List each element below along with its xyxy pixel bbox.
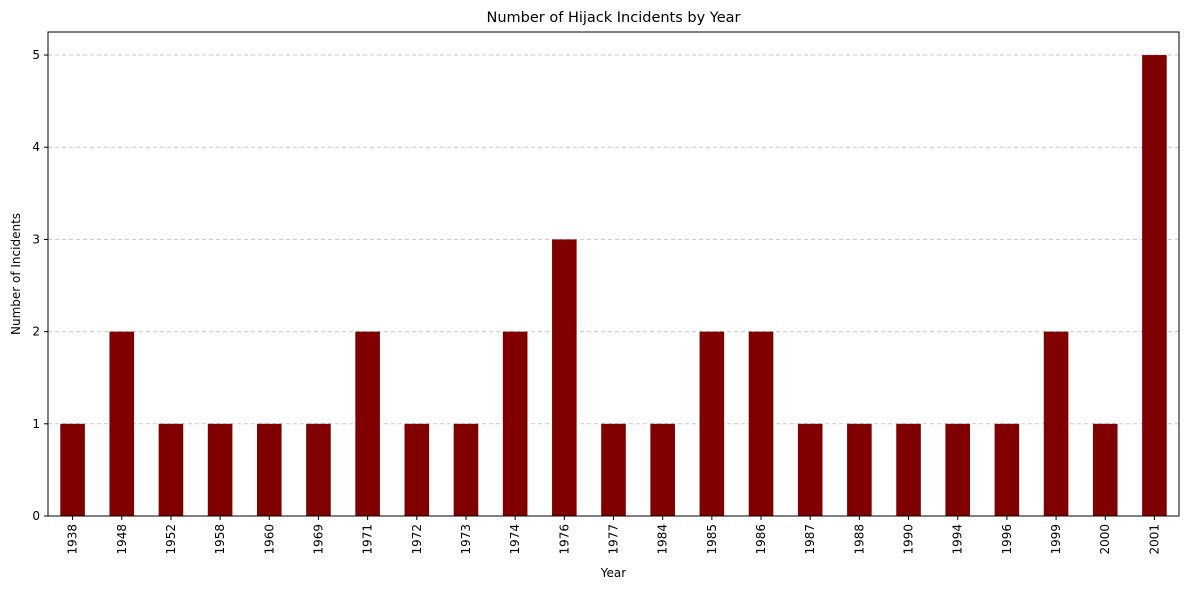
x-tick-label: 1994 — [951, 524, 965, 555]
bar-1999 — [1043, 331, 1069, 516]
y-axis-label: Number of Incidents — [9, 213, 23, 335]
x-tick-label: 1948 — [115, 524, 129, 555]
x-tick-label: 2000 — [1098, 524, 1112, 555]
bars — [60, 55, 1167, 517]
bar-2001 — [1142, 55, 1167, 517]
x-tick-label: 1984 — [656, 524, 670, 555]
x-tick-label: 1971 — [361, 524, 375, 555]
x-tick-label: 1990 — [902, 524, 916, 555]
x-tick-label: 1999 — [1049, 524, 1063, 555]
bar-1976 — [552, 239, 577, 516]
bar-2000 — [1092, 423, 1118, 516]
x-tick-label: 1987 — [803, 524, 817, 555]
bar-1972 — [404, 423, 430, 516]
x-tick-label: 1972 — [410, 524, 424, 555]
bar-1985 — [699, 331, 725, 516]
y-tick-label: 4 — [32, 140, 40, 154]
x-tick-label: 1952 — [164, 524, 178, 555]
bar-1974 — [502, 331, 528, 516]
bar-1958 — [207, 423, 233, 516]
bar-1952 — [158, 423, 184, 516]
x-axis-label: Year — [600, 566, 626, 580]
x-tick-label: 2001 — [1147, 524, 1161, 555]
bar-1973 — [453, 423, 479, 516]
bar-1971 — [355, 331, 380, 516]
bar-1990 — [896, 423, 921, 516]
bar-1986 — [748, 331, 774, 516]
x-tick-label: 1973 — [459, 524, 473, 555]
x-tick-label: 1996 — [1000, 524, 1014, 555]
bar-1987 — [797, 423, 823, 516]
y-tick-label: 0 — [32, 509, 40, 523]
chart-title: Number of Hijack Incidents by Year — [487, 10, 741, 26]
x-tick-label: 1976 — [557, 524, 571, 555]
x-tick-label: 1986 — [754, 524, 768, 555]
bar-1969 — [306, 423, 331, 516]
x-tick-label: 1969 — [311, 524, 325, 555]
x-tick-label: 1985 — [705, 524, 719, 555]
bar-1994 — [945, 423, 971, 516]
bar-1984 — [650, 423, 675, 516]
bar-1996 — [994, 423, 1020, 516]
x-tick-label: 1958 — [213, 524, 227, 555]
y-tick-label: 3 — [32, 232, 40, 246]
x-axis-ticks: 1938 1948 1952 1958 1960 1969 1971 1972 1973 1974… — [66, 516, 1161, 555]
bar-1948 — [109, 331, 135, 516]
x-tick-label: 1988 — [852, 524, 866, 555]
bar-1977 — [601, 423, 626, 516]
bar-1938 — [60, 423, 85, 516]
x-tick-label: 1960 — [262, 524, 276, 555]
bar-1988 — [847, 423, 872, 516]
y-axis-ticks: 0 1 2 3 4 5 — [32, 48, 48, 523]
y-tick-label: 5 — [32, 48, 40, 62]
y-tick-label: 2 — [32, 325, 40, 339]
x-tick-label: 1977 — [607, 524, 621, 555]
x-tick-label: 1938 — [66, 524, 80, 555]
x-tick-label: 1974 — [508, 524, 522, 555]
y-tick-label: 1 — [32, 417, 40, 431]
bar-1960 — [256, 423, 282, 516]
